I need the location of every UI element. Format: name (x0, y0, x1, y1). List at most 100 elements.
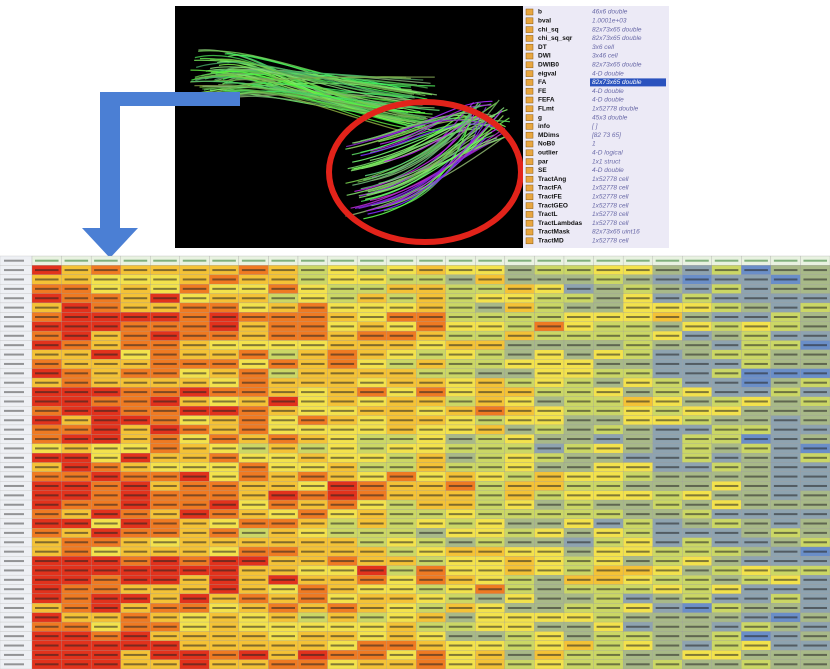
cell-text (124, 513, 148, 515)
cell-text (508, 307, 532, 309)
cell-text (449, 457, 473, 459)
cell-text (685, 344, 709, 346)
cell-text (803, 616, 827, 618)
cell-text (212, 438, 236, 440)
cell-text (567, 325, 591, 327)
cell-text (597, 438, 621, 440)
cell-text (271, 363, 295, 365)
cell-text (331, 551, 355, 553)
cell-text (478, 354, 502, 356)
cell-text (656, 447, 680, 449)
cell-text (537, 363, 561, 365)
cell-text (715, 466, 739, 468)
cell-text (94, 400, 118, 402)
cell-text (656, 419, 680, 421)
cell-text (508, 278, 532, 280)
cell-text (301, 485, 325, 487)
cell-text (803, 551, 827, 553)
cell-text (419, 344, 443, 346)
cell-text (537, 260, 561, 262)
cell-text (419, 400, 443, 402)
cell-text (803, 485, 827, 487)
cell-text (360, 419, 384, 421)
cell-text (124, 316, 148, 318)
cell-text (685, 485, 709, 487)
cell-text (478, 560, 502, 562)
cell-text (94, 457, 118, 459)
variable-value: 3x6 cell (592, 44, 615, 51)
cell-text (153, 569, 177, 571)
cell-text (65, 419, 89, 421)
cell-text (744, 260, 768, 262)
cell-text (626, 307, 650, 309)
cell-text (65, 269, 89, 271)
cell-text (478, 278, 502, 280)
variable-value: 1x52778 cell (592, 211, 629, 218)
cell-text (774, 494, 798, 496)
cell-text (360, 457, 384, 459)
cell-text (715, 551, 739, 553)
cell-text (656, 523, 680, 525)
cell-text (242, 541, 266, 543)
cell-text (508, 523, 532, 525)
cell-text (626, 645, 650, 647)
cell-text (419, 588, 443, 590)
cell-text (449, 419, 473, 421)
variable-value: 82x73x65 double (592, 26, 642, 33)
cell-text (65, 316, 89, 318)
cell-text (94, 654, 118, 656)
cell-text (803, 438, 827, 440)
cell-text (508, 457, 532, 459)
cell-text (301, 382, 325, 384)
variable-icon (526, 194, 533, 200)
cell-text (242, 344, 266, 346)
cell-text (301, 438, 325, 440)
cell-text (685, 616, 709, 618)
cell-text (597, 504, 621, 506)
cell-text (153, 382, 177, 384)
cell-text (508, 438, 532, 440)
cell-text (508, 429, 532, 431)
cell-text (94, 269, 118, 271)
cell-text (597, 626, 621, 628)
row-header-text (4, 363, 24, 365)
cell-text (537, 569, 561, 571)
cell-text (124, 297, 148, 299)
variable-value: 82x73x65 double (592, 62, 642, 69)
cell-text (124, 307, 148, 309)
cell-text (656, 541, 680, 543)
cell-text (744, 635, 768, 637)
cell-text (153, 598, 177, 600)
cell-text (360, 382, 384, 384)
row-header-text (4, 278, 24, 280)
cell-text (419, 513, 443, 515)
cell-text (124, 598, 148, 600)
cell-text (35, 419, 59, 421)
cell-text (360, 532, 384, 534)
cell-text (124, 616, 148, 618)
cell-text (94, 278, 118, 280)
cell-text (331, 335, 355, 337)
cell-text (153, 560, 177, 562)
cell-text (449, 663, 473, 665)
cell-text (331, 654, 355, 656)
cell-text (153, 588, 177, 590)
cell-text (94, 551, 118, 553)
cell-text (331, 523, 355, 525)
cell-text (744, 278, 768, 280)
cell-text (508, 325, 532, 327)
cell-text (124, 344, 148, 346)
cell-text (626, 363, 650, 365)
cell-text (390, 560, 414, 562)
cell-text (626, 504, 650, 506)
row-header-text (4, 616, 24, 618)
cell-text (656, 551, 680, 553)
cell-text (774, 382, 798, 384)
variable-icon (526, 220, 533, 226)
row-header-text (4, 588, 24, 590)
cell-text (390, 569, 414, 571)
cell-text (35, 297, 59, 299)
row-header-text (4, 541, 24, 543)
cell-text (212, 645, 236, 647)
cell-text (478, 410, 502, 412)
